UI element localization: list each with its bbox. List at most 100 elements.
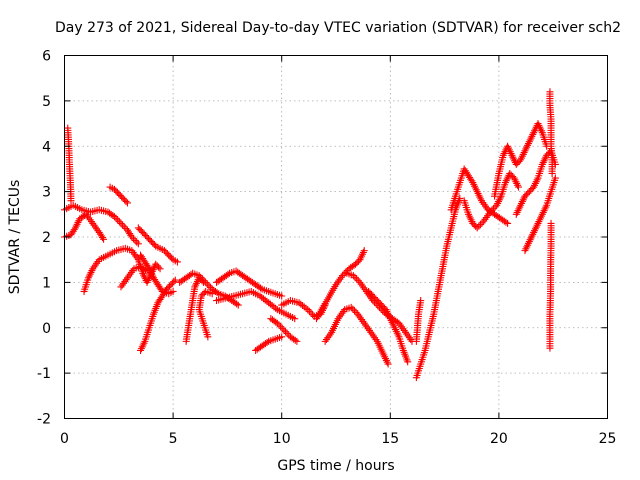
data-point: [309, 311, 317, 319]
data-point: [468, 177, 476, 185]
data-point: [514, 159, 522, 167]
data-point: [280, 326, 288, 334]
data-point: [525, 188, 533, 196]
data-point: [155, 263, 163, 271]
data-point: [339, 272, 347, 280]
data-point: [376, 300, 384, 308]
data-point: [304, 306, 312, 314]
data-point: [162, 248, 170, 256]
data-point: [521, 192, 529, 200]
series-sat-track-16: [267, 315, 301, 345]
data-point: [470, 221, 478, 229]
data-point: [166, 253, 174, 261]
y-tick-label: -1: [37, 366, 51, 382]
chart-title: Day 273 of 2021, Sidereal Day-to-day VTE…: [55, 20, 621, 36]
data-point: [544, 150, 552, 158]
data-point: [524, 189, 532, 197]
series-sat-track-21: [365, 287, 412, 366]
data-point: [197, 275, 205, 283]
data-point: [489, 205, 497, 213]
data-point: [167, 281, 175, 289]
data-point: [153, 262, 161, 270]
series-sat-track-18: [312, 247, 368, 323]
data-point: [283, 329, 291, 337]
data-point: [233, 300, 241, 308]
data-point: [134, 224, 142, 232]
data-point: [143, 267, 151, 275]
data-point: [160, 247, 168, 255]
series-sat-track-15: [252, 333, 286, 354]
data-point: [128, 233, 136, 241]
data-point: [168, 254, 176, 262]
x-tick-label: 20: [490, 431, 508, 447]
series-sat-track-9: [117, 262, 151, 291]
data-point: [369, 292, 377, 300]
data-point: [278, 324, 286, 332]
data-point: [507, 171, 515, 179]
data-point: [115, 218, 123, 226]
data-point: [112, 187, 120, 195]
data-point: [469, 219, 477, 227]
data-point: [278, 292, 286, 300]
data-point: [522, 191, 530, 199]
series-sat-track-23: [412, 297, 425, 345]
data-point: [352, 308, 360, 316]
data-point: [278, 333, 286, 341]
data-point: [502, 218, 510, 226]
data-point: [257, 284, 265, 292]
data-point: [67, 197, 75, 205]
series-sat-track-20: [343, 269, 416, 345]
data-point: [117, 219, 125, 227]
data-point: [137, 227, 145, 235]
data-point: [417, 297, 425, 305]
data-point: [404, 358, 412, 366]
data-point: [476, 221, 484, 229]
data-point: [512, 160, 520, 168]
data-point: [546, 344, 554, 352]
series-sat-track-12: [195, 287, 216, 341]
data-point: [144, 235, 152, 243]
y-tick-label: 2: [42, 230, 51, 246]
data-point: [169, 287, 177, 295]
data-point: [149, 239, 157, 247]
data-point: [110, 213, 118, 221]
y-axis-label: SDTVAR / TECUs: [7, 180, 23, 295]
series-sat-track-8: [137, 276, 179, 354]
series-sat-track-5: [106, 183, 131, 207]
data-point: [203, 280, 211, 288]
data-point: [81, 211, 89, 219]
data-point: [551, 174, 559, 182]
data-point: [114, 216, 122, 224]
data-point: [291, 336, 299, 344]
data-point: [170, 278, 178, 286]
data-point: [208, 290, 216, 298]
data-point: [302, 304, 310, 312]
data-point: [118, 193, 126, 201]
data-point: [173, 258, 181, 266]
data-point: [110, 185, 118, 193]
data-point: [147, 238, 155, 246]
data-point: [378, 301, 386, 309]
data-point: [277, 323, 285, 331]
series-sat-track-6: [134, 224, 181, 266]
data-point: [213, 289, 221, 297]
data-point: [163, 285, 171, 293]
y-tick-label: 6: [42, 49, 51, 65]
data-point: [488, 206, 496, 214]
data-point: [473, 224, 481, 232]
data-point: [353, 275, 361, 283]
data-point: [112, 214, 120, 222]
series-sat-track-13: [213, 267, 286, 300]
x-tick-label: 5: [169, 431, 178, 447]
data-point: [372, 295, 380, 303]
data-point: [195, 274, 203, 282]
data-point: [370, 294, 378, 301]
data-point: [475, 222, 483, 230]
data-point: [197, 292, 205, 300]
data-point: [351, 273, 359, 281]
data-point: [150, 241, 158, 249]
data-point: [164, 284, 172, 292]
data-marks: [61, 88, 559, 382]
data-point: [99, 234, 107, 242]
